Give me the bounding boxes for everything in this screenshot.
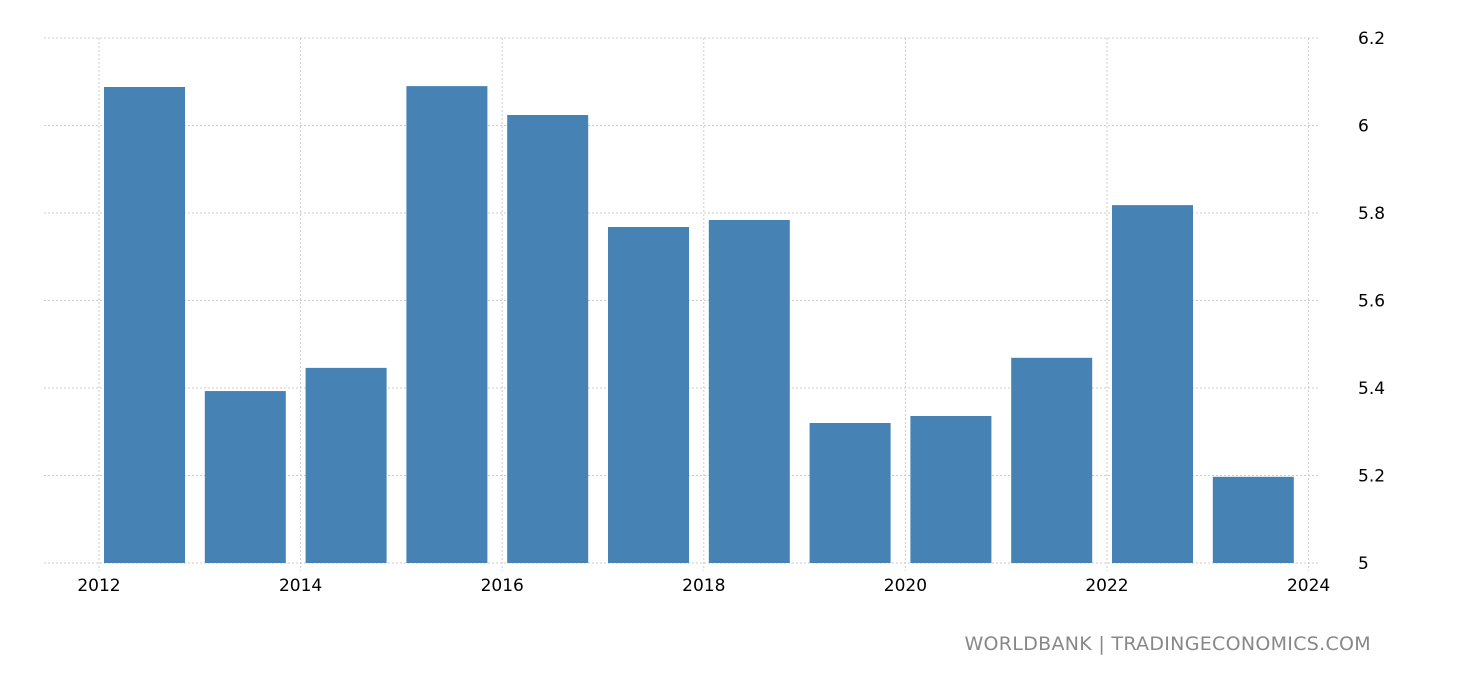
bar-2022 [1112,205,1193,563]
bar-2017 [608,227,689,563]
bar-2015 [406,86,488,563]
bar-2013 [204,391,286,563]
x-tick-label: 2018 [682,576,725,596]
bar-2019 [809,423,891,563]
bar-2021 [1011,357,1093,563]
x-tick-label: 2016 [481,576,524,596]
y-tick-label: 5.2 [1358,467,1385,487]
bar-2014 [305,367,387,563]
y-tick-label: 5.4 [1358,379,1385,399]
source-credit: WORLDBANK | TRADINGECONOMICS.COM [964,633,1371,655]
y-tick-label: 5.8 [1358,204,1385,224]
bar-2020 [910,416,992,563]
y-tick-label: 5 [1358,554,1369,574]
bar-2018 [708,220,790,563]
bar-2023 [1212,476,1294,563]
y-tick-label: 6 [1358,117,1369,137]
x-tick-label: 2024 [1287,576,1330,596]
x-tick-label: 2012 [77,576,120,596]
bar-2012 [104,87,185,563]
bar-2016 [507,115,589,563]
x-tick-label: 2020 [884,576,927,596]
x-tick-label: 2014 [279,576,322,596]
y-tick-label: 5.6 [1358,292,1385,312]
x-tick-label: 2022 [1085,576,1128,596]
y-tick-label: 6.2 [1358,29,1385,49]
